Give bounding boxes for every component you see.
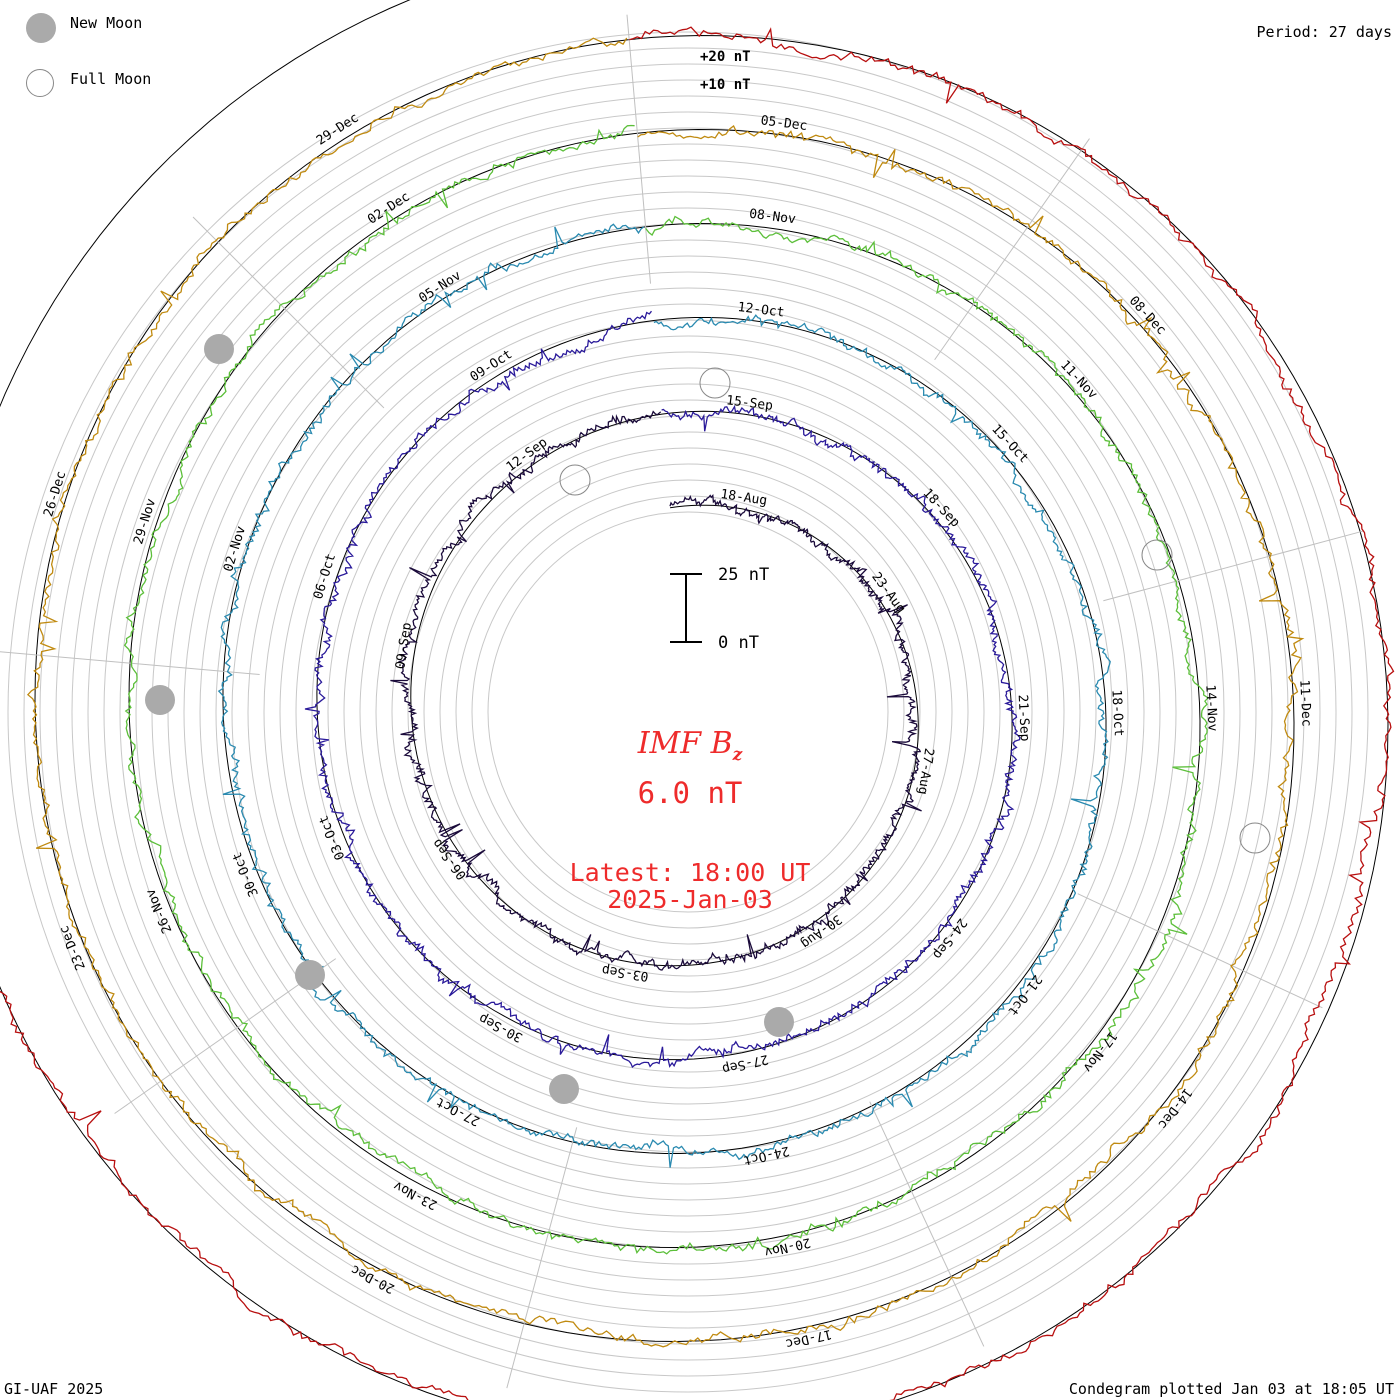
full-moon-marker [559, 464, 591, 496]
grid-spoke [934, 138, 1090, 361]
full-moon-marker [699, 367, 731, 399]
date-label: 12-Oct [737, 300, 785, 321]
date-label: 27-Aug [915, 747, 937, 796]
period-label: Period: 27 days [1256, 23, 1392, 41]
grid-ring [39, 63, 1337, 1361]
date-label: 18-Oct [1108, 689, 1125, 737]
date-label: 05-Dec [760, 113, 808, 134]
full-moon-marker [1239, 822, 1271, 854]
grid-ring [71, 95, 1305, 1329]
new-moon-marker [549, 1074, 579, 1104]
full-moon-icon [26, 69, 54, 97]
date-label: 26-Dec [41, 469, 69, 518]
date-label: 20-Dec [349, 1261, 398, 1296]
date-label: 03-Oct [316, 813, 348, 862]
bz-trace-series-3 [123, 124, 1209, 1255]
date-label: 06-Oct [311, 552, 339, 601]
credit-label: GI-UAF 2025 [4, 1380, 104, 1398]
grid-ring [55, 79, 1321, 1345]
outer-label-10: +10 nT [700, 77, 751, 93]
grid-spoke [1077, 893, 1323, 1009]
bz-traces [0, 26, 1395, 1400]
outer-scale-labels: +20 nT +10 nT [700, 49, 751, 93]
date-label: 08-Nov [748, 207, 797, 228]
date-label: 09-Sep [393, 621, 415, 670]
grid-ring [263, 287, 1113, 1137]
scale-bar-bottom-label: 0 nT [718, 633, 759, 653]
grid-spoke [1103, 530, 1365, 602]
full-moon-marker [1141, 539, 1173, 571]
new-moon-marker [764, 1007, 794, 1037]
grid-spoke [506, 1127, 578, 1389]
grid-ring [343, 367, 1033, 1057]
grid-ring [183, 207, 1193, 1217]
grid-ring [103, 127, 1273, 1297]
new-moon-marker [295, 960, 325, 990]
grid-ring [391, 415, 985, 1009]
date-label: 03-Sep [601, 962, 650, 984]
grid-ring [471, 495, 905, 929]
new-moon-marker [145, 685, 175, 715]
bz-trace-series-1 [304, 310, 1021, 1069]
grid-ring [23, 47, 1353, 1377]
date-label: 24-Oct [742, 1143, 791, 1168]
center-title-main: IMF B [637, 726, 733, 761]
date-label: 21-Sep [1015, 694, 1032, 742]
center-value: 6.0 nT [637, 776, 743, 810]
grid-ring [423, 447, 953, 977]
grid-ring [455, 479, 921, 945]
scale-bar: 25 nT 0 nT [670, 565, 769, 653]
new-moon-label: New Moon [70, 14, 143, 32]
outer-label-20: +20 nT [700, 49, 751, 65]
new-moon-icon [26, 13, 56, 43]
center-title: IMF Bz [560, 726, 820, 765]
date-label: 14-Nov [1202, 684, 1219, 732]
grid-ring [327, 351, 1049, 1073]
date-label: 11-Dec [1296, 679, 1313, 727]
center-date: 2025-Jan-03 [607, 885, 773, 914]
bz-trace-series-4 [26, 37, 1305, 1348]
grid-spoke [869, 1101, 985, 1347]
grid-ring [135, 159, 1241, 1265]
grid-ring [295, 319, 1081, 1105]
grid-ring [279, 303, 1097, 1121]
date-label: 18-Aug [719, 487, 768, 509]
grid-ring [7, 31, 1369, 1393]
grid-ring [311, 335, 1065, 1089]
moon-markers [145, 334, 1271, 1104]
bz-trace-series-0 [390, 410, 922, 971]
new-moon-marker [204, 334, 234, 364]
grid-ring [215, 239, 1161, 1185]
grid-ring [407, 431, 969, 993]
grid-spoke [626, 14, 652, 284]
date-label: 30-Sep [477, 1010, 526, 1045]
grid-ring [231, 255, 1145, 1169]
grid-ring [375, 399, 1001, 1025]
full-moon-label: Full Moon [70, 70, 152, 88]
date-label: 17-Dec [784, 1326, 833, 1351]
bz-trace-series-2 [217, 223, 1111, 1168]
scale-bar-top-label: 25 nT [718, 565, 769, 585]
grid-ring [487, 511, 889, 913]
grid-ring [119, 143, 1257, 1281]
center-latest: Latest: 18:00 UT [569, 858, 811, 887]
grid-ring [247, 271, 1129, 1153]
date-label: 15-Sep [725, 393, 774, 414]
grid-ring [359, 383, 1017, 1041]
bz-trace-series-5 [0, 26, 1395, 1400]
grid-ring [439, 463, 937, 961]
center-title-sub: z [732, 745, 743, 765]
plotted-label: Condegram plotted Jan 03 at 18:05 UT [1068, 1380, 1394, 1398]
date-label: 26-Nov [143, 886, 175, 935]
grid-spoke [0, 651, 260, 676]
